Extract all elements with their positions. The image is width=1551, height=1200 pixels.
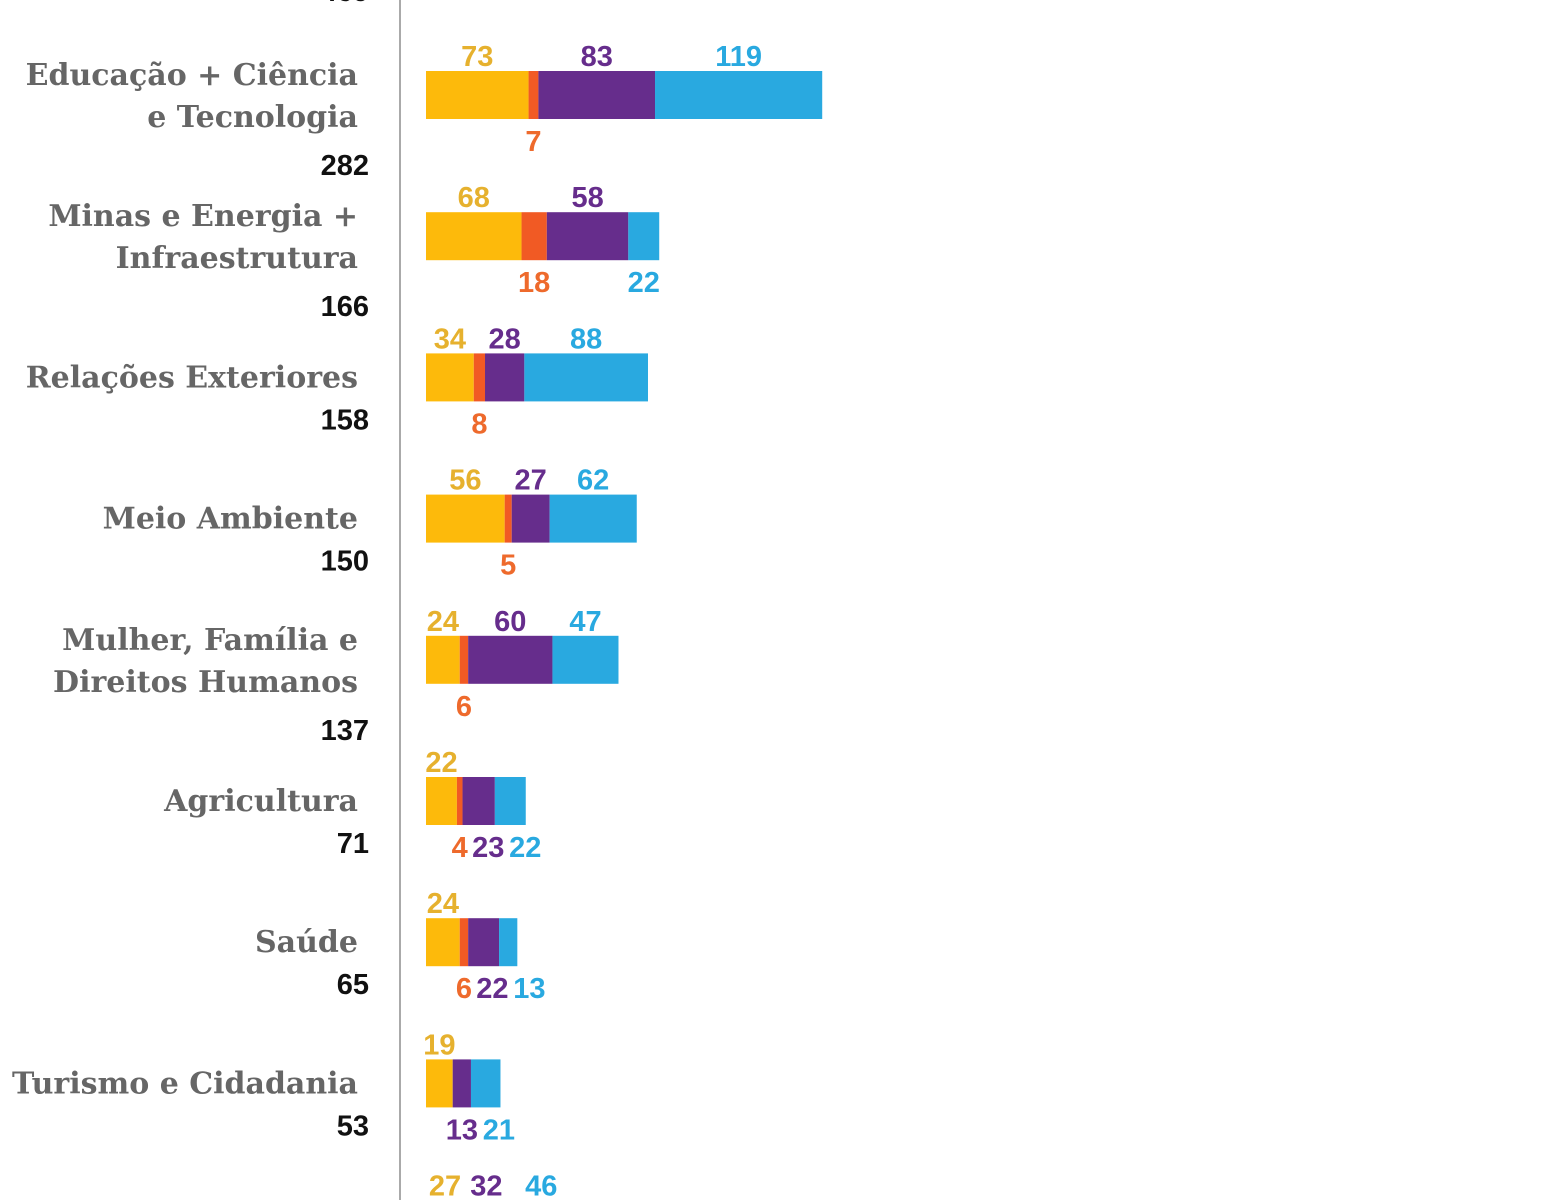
value-label-6-3: 23 bbox=[472, 832, 504, 864]
bar-segment-5-3 bbox=[468, 635, 553, 684]
value-label-6-2: 4 bbox=[452, 832, 468, 864]
bar-segment-8-3 bbox=[452, 1059, 471, 1108]
row-total-2: 166 bbox=[321, 291, 369, 323]
row-total-top-cut: 469 bbox=[321, 0, 369, 8]
bar-segment-3-2 bbox=[473, 353, 486, 402]
row-total-4: 150 bbox=[321, 546, 369, 578]
bar-segment-6-4 bbox=[494, 777, 526, 825]
category-label-1-line-2: e Tecnologia bbox=[147, 100, 358, 135]
bar-segment-1-3 bbox=[538, 71, 656, 119]
bars-layer bbox=[426, 71, 823, 1108]
category-label-8-line-1: Turismo e Cidadania bbox=[12, 1066, 358, 1101]
value-label-4-1: 56 bbox=[449, 465, 481, 497]
bar-segment-4-1 bbox=[426, 494, 505, 543]
row-total-8: 53 bbox=[337, 1110, 369, 1142]
value-label-5-4: 47 bbox=[569, 606, 601, 638]
category-label-5-line-1: Mulher, Família e bbox=[62, 623, 358, 658]
value-label-7-4: 13 bbox=[513, 973, 545, 1005]
bar-segment-2-1 bbox=[426, 212, 522, 261]
bar-segment-2-3 bbox=[546, 212, 629, 261]
value-label-2-3: 58 bbox=[571, 182, 603, 214]
value-label-6-4: 22 bbox=[509, 832, 541, 864]
bar-segment-8-1 bbox=[426, 1059, 453, 1108]
bar-segment-4-4 bbox=[549, 494, 637, 543]
value-label-7-2: 6 bbox=[456, 973, 472, 1005]
value-label-8-3: 13 bbox=[446, 1114, 478, 1146]
value-label-2-1: 68 bbox=[458, 182, 490, 214]
value-label-2-2: 18 bbox=[518, 267, 550, 299]
value-label-1-3: 83 bbox=[581, 41, 613, 73]
category-label-1-line-1: Educação + Ciência bbox=[26, 58, 358, 93]
value-label-4-4: 62 bbox=[577, 465, 609, 497]
bar-segment-1-1 bbox=[426, 71, 529, 119]
category-label-3-line-1: Relações Exteriores bbox=[26, 360, 358, 395]
bar-segment-1-4 bbox=[655, 71, 823, 119]
value-label-9-4: 46 bbox=[525, 1171, 557, 1200]
bar-segment-6-3 bbox=[462, 777, 495, 825]
bar-segment-7-2 bbox=[459, 918, 469, 967]
bar-segment-5-4 bbox=[552, 635, 619, 684]
bar-segment-5-2 bbox=[459, 635, 469, 684]
category-label-6-line-1: Agricultura bbox=[163, 784, 358, 819]
bar-segment-7-1 bbox=[426, 918, 460, 967]
value-label-8-4: 21 bbox=[483, 1114, 515, 1146]
category-label-4-line-1: Meio Ambiente bbox=[103, 502, 358, 537]
value-label-6-1: 22 bbox=[425, 747, 457, 779]
value-label-9-3: 32 bbox=[470, 1171, 502, 1200]
value-label-7-1: 24 bbox=[427, 888, 459, 920]
row-total-1: 282 bbox=[321, 150, 369, 182]
bar-segment-2-2 bbox=[521, 212, 547, 261]
bar-segment-1-2 bbox=[528, 71, 539, 119]
bar-segment-3-1 bbox=[426, 353, 474, 402]
value-label-5-2: 6 bbox=[456, 691, 472, 723]
value-label-3-2: 8 bbox=[471, 408, 487, 440]
value-label-5-1: 24 bbox=[427, 606, 459, 638]
value-label-9-1: 27 bbox=[429, 1171, 461, 1200]
value-label-1-4: 119 bbox=[715, 41, 762, 73]
value-label-8-1: 19 bbox=[423, 1029, 455, 1061]
row-total-5: 137 bbox=[321, 715, 369, 747]
value-label-2-4: 22 bbox=[628, 267, 660, 299]
bar-segment-6-1 bbox=[426, 777, 457, 825]
value-label-3-3: 28 bbox=[489, 323, 521, 355]
value-label-7-3: 22 bbox=[476, 973, 508, 1005]
value-label-3-1: 34 bbox=[434, 323, 466, 355]
bar-segment-2-4 bbox=[628, 212, 660, 261]
row-total-7: 65 bbox=[337, 969, 369, 1001]
bar-segment-3-4 bbox=[524, 353, 648, 402]
bar-segment-7-3 bbox=[468, 918, 500, 967]
value-label-5-3: 60 bbox=[494, 606, 526, 638]
category-label-7-line-1: Saúde bbox=[255, 925, 358, 960]
bar-segment-5-1 bbox=[426, 635, 460, 684]
value-label-3-4: 88 bbox=[570, 323, 602, 355]
bar-segment-7-4 bbox=[499, 918, 518, 967]
bar-segment-3-3 bbox=[485, 353, 525, 402]
category-label-5-line-2: Direitos Humanos bbox=[53, 665, 358, 700]
value-label-4-3: 27 bbox=[515, 465, 547, 497]
bar-segment-8-4 bbox=[470, 1059, 501, 1108]
value-label-4-2: 5 bbox=[500, 550, 516, 582]
category-label-2-line-2: Infraestrutura bbox=[116, 241, 358, 276]
bar-segment-4-3 bbox=[511, 494, 550, 543]
bar-segment-6-2 bbox=[456, 777, 463, 825]
value-label-1-2: 7 bbox=[525, 126, 541, 158]
row-total-3: 158 bbox=[321, 404, 369, 436]
category-label-2-line-1: Minas e Energia + bbox=[48, 199, 358, 234]
labels-layer: 469 73 7 83 119 Educação + Ciência e Tecnologi… bbox=[12, 0, 762, 1200]
row-total-6: 71 bbox=[337, 828, 369, 860]
bar-segment-4-2 bbox=[504, 494, 512, 543]
value-label-1-1: 73 bbox=[461, 41, 493, 73]
